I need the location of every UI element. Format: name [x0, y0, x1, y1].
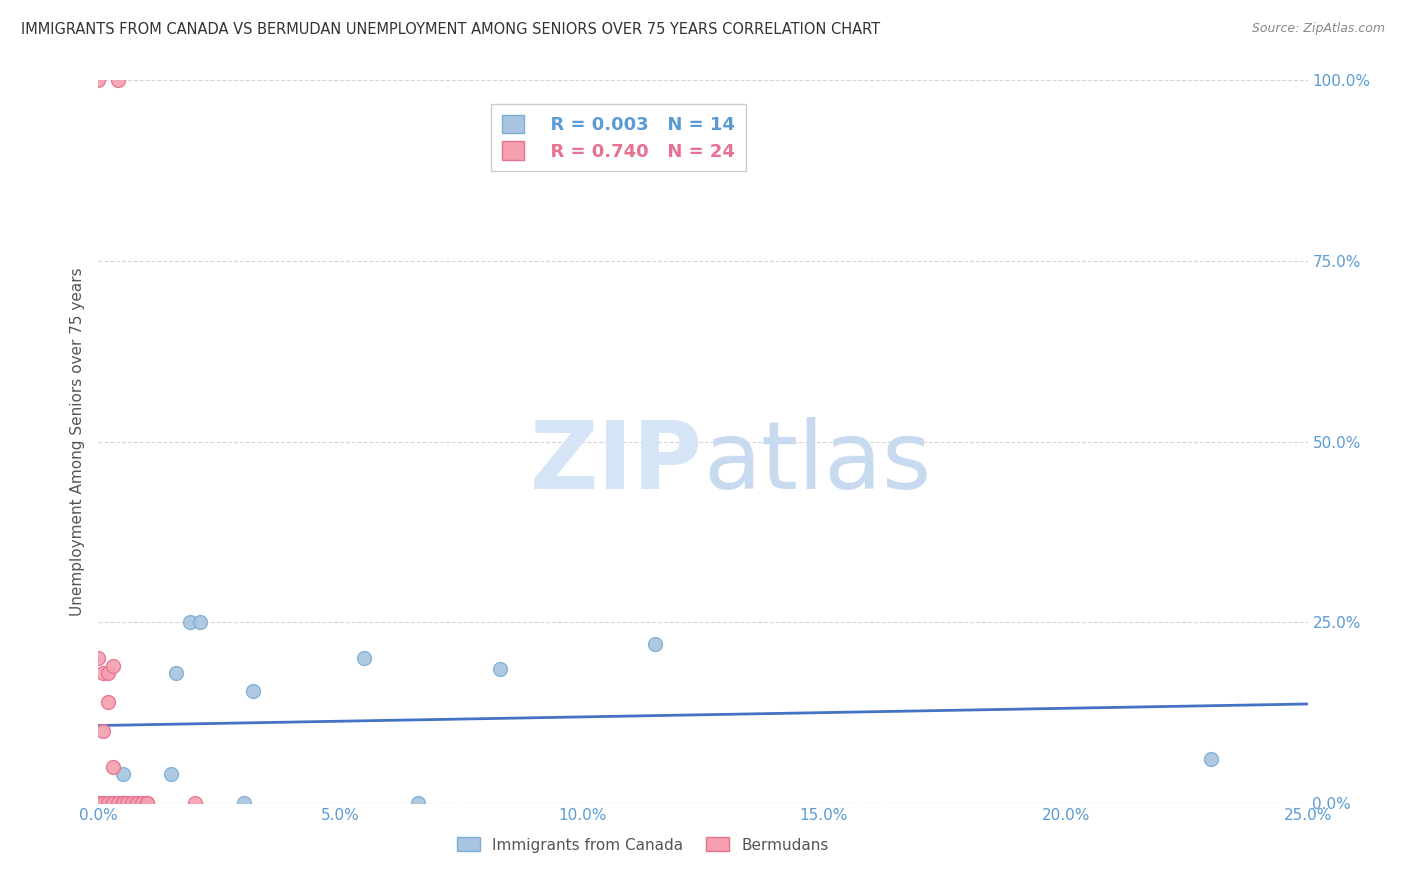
Point — [121, 796, 143, 810]
Point — [406, 796, 429, 810]
Point — [184, 796, 207, 810]
Point — [353, 651, 375, 665]
Point — [165, 665, 187, 680]
Point — [97, 695, 120, 709]
Text: IMMIGRANTS FROM CANADA VS BERMUDAN UNEMPLOYMENT AMONG SENIORS OVER 75 YEARS CORR: IMMIGRANTS FROM CANADA VS BERMUDAN UNEMP… — [21, 22, 880, 37]
Point — [87, 796, 110, 810]
Point — [232, 796, 254, 810]
Point — [107, 796, 129, 810]
Point — [111, 796, 134, 810]
Point — [111, 796, 134, 810]
Point — [179, 615, 201, 630]
Legend: Immigrants from Canada, Bermudans: Immigrants from Canada, Bermudans — [449, 830, 837, 860]
Point — [91, 796, 114, 810]
Point — [91, 796, 114, 810]
Point — [131, 796, 153, 810]
Point — [117, 796, 139, 810]
Point — [91, 723, 114, 738]
Point — [101, 658, 124, 673]
Point — [87, 73, 110, 87]
Point — [91, 665, 114, 680]
Point — [160, 767, 183, 781]
Point — [135, 796, 157, 810]
Point — [87, 651, 110, 665]
Point — [188, 615, 211, 630]
Point — [111, 796, 134, 810]
Point — [127, 796, 149, 810]
Text: Source: ZipAtlas.com: Source: ZipAtlas.com — [1251, 22, 1385, 36]
Point — [87, 796, 110, 810]
Point — [242, 683, 264, 698]
Point — [489, 662, 512, 676]
Y-axis label: Unemployment Among Seniors over 75 years: Unemployment Among Seniors over 75 years — [69, 268, 84, 615]
Text: ZIP: ZIP — [530, 417, 703, 509]
Point — [107, 73, 129, 87]
Text: atlas: atlas — [703, 417, 931, 509]
Point — [97, 796, 120, 810]
Point — [101, 760, 124, 774]
Point — [135, 796, 157, 810]
Point — [111, 767, 134, 781]
Point — [644, 637, 666, 651]
Point — [97, 665, 120, 680]
Point — [1199, 752, 1222, 766]
Point — [101, 796, 124, 810]
